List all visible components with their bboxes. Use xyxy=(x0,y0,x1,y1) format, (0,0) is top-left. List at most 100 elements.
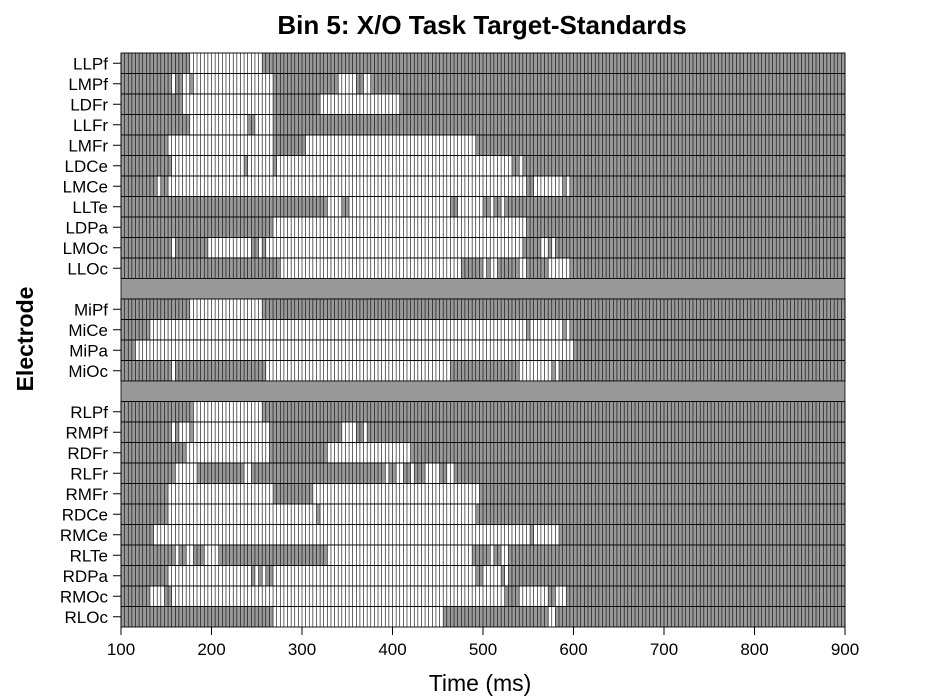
significant-segment xyxy=(410,463,415,484)
bin-gridlines xyxy=(120,176,846,197)
group-separator xyxy=(120,380,846,402)
electrode-label: LMOc xyxy=(63,239,109,258)
significant-segment xyxy=(168,135,274,156)
x-tick-label: 900 xyxy=(831,640,859,659)
plot-area xyxy=(120,52,846,628)
significant-segment xyxy=(327,442,411,463)
x-tick-label: 300 xyxy=(288,640,316,659)
bin-gridlines xyxy=(120,94,846,115)
significant-segment xyxy=(305,135,476,156)
significant-segment xyxy=(457,196,483,217)
x-tick-label: 700 xyxy=(650,640,678,659)
bin-gridlines xyxy=(120,442,846,463)
significant-segment xyxy=(530,319,563,340)
significant-segment xyxy=(247,155,274,176)
bin-gridlines xyxy=(120,73,846,94)
electrode-row-RDFr xyxy=(120,442,846,464)
significant-segment xyxy=(320,504,476,525)
significant-segment xyxy=(178,422,190,443)
bin-gridlines xyxy=(120,135,846,156)
electrode-row-MiCe xyxy=(120,319,846,341)
significant-segment xyxy=(193,422,270,443)
bin-gridlines xyxy=(120,340,846,361)
group-separator xyxy=(120,278,846,300)
bin-gridlines xyxy=(120,524,846,545)
electrode-label: RMCe xyxy=(60,526,108,545)
electrode-label: RLTe xyxy=(70,546,108,565)
bin-gridlines xyxy=(120,483,846,504)
electrode-label: LDFr xyxy=(70,95,108,114)
x-tick-label: 100 xyxy=(107,640,135,659)
significant-segment xyxy=(175,545,179,566)
electrode-row-RMOc xyxy=(120,585,846,607)
x-axis-label: Time (ms) xyxy=(429,670,532,696)
bin-gridlines xyxy=(120,217,846,238)
significant-segment xyxy=(276,155,512,176)
electrode-row-LDCe xyxy=(120,155,846,177)
electrode-label: RMFr xyxy=(66,485,109,504)
significant-segment xyxy=(262,565,266,586)
significant-segment xyxy=(483,565,502,586)
significant-segment xyxy=(168,176,527,197)
significant-segment xyxy=(182,94,274,115)
significant-segment xyxy=(186,442,270,463)
electrode-row-MiOc xyxy=(120,360,846,382)
bin-gridlines xyxy=(120,319,846,340)
electrode-row-LMFr xyxy=(120,134,846,156)
electrode-row-MiPf xyxy=(120,298,846,320)
significant-segment xyxy=(168,483,274,504)
significant-segment xyxy=(501,196,505,217)
electrode-label: MiPa xyxy=(69,341,108,360)
bin-gridlines xyxy=(120,196,846,217)
electrode-row-LMCe xyxy=(120,175,846,197)
significant-segment xyxy=(135,340,574,361)
bin-gridlines xyxy=(120,463,846,484)
significant-segment xyxy=(483,258,487,279)
significant-segment xyxy=(265,360,451,381)
bin-gridlines xyxy=(120,258,846,279)
electrode-label: LMPf xyxy=(68,75,108,94)
electrode-label: LLTe xyxy=(72,198,108,217)
significant-segment xyxy=(171,73,176,94)
electrode-label: RMPf xyxy=(66,423,109,442)
significant-segment xyxy=(566,319,570,340)
bin-gridlines xyxy=(120,237,846,258)
bin-gridlines xyxy=(120,545,846,566)
electrode-row-RMFr xyxy=(120,483,846,505)
electrode-row-RLOc xyxy=(120,606,846,628)
electrode-row-RMCe xyxy=(120,524,846,546)
electrode-label: LMCe xyxy=(63,177,108,196)
bin-gridlines xyxy=(120,360,846,381)
significant-segment xyxy=(254,565,259,586)
electrode-row-MiPa xyxy=(120,339,846,361)
electrode-row-RLPf xyxy=(120,401,846,423)
significant-segment xyxy=(157,176,161,197)
significant-segment xyxy=(551,237,556,258)
bin-gridlines xyxy=(120,422,846,443)
significant-segment xyxy=(171,237,176,258)
electrode-row-RDCe xyxy=(120,503,846,525)
electrode-label: LMFr xyxy=(68,136,108,155)
electrode-label: LDPa xyxy=(65,218,108,237)
x-tick-label: 800 xyxy=(740,640,768,659)
electrode-row-LLOc xyxy=(120,257,846,279)
electrode-label: RDFr xyxy=(67,444,108,463)
significant-segment xyxy=(193,401,263,422)
electrode-label: RDPa xyxy=(63,567,109,586)
significant-segment xyxy=(385,463,389,484)
electrode-row-LLTe xyxy=(120,196,846,218)
y-axis-label: Electrode xyxy=(12,287,38,392)
significant-segment xyxy=(490,545,494,566)
significant-segment xyxy=(504,565,509,586)
bin-gridlines xyxy=(120,504,846,525)
significant-segment xyxy=(555,586,567,607)
significant-segment xyxy=(566,176,570,197)
electrode-label: MiOc xyxy=(68,362,108,381)
significant-segment xyxy=(258,237,263,258)
electrode-label: LLPf xyxy=(73,54,108,73)
significant-segment xyxy=(555,360,560,381)
electrode-label: MiCe xyxy=(68,321,108,340)
electrode-label: RDCe xyxy=(62,505,108,524)
electrode-row-LDPa xyxy=(120,216,846,238)
